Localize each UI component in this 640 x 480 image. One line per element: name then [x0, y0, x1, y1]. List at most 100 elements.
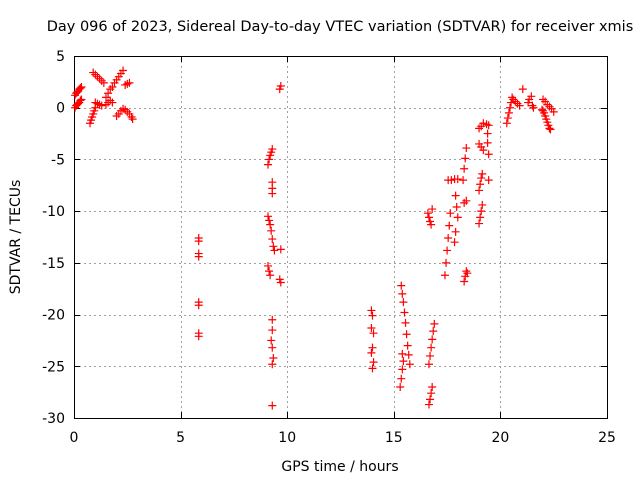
data-point	[475, 219, 484, 228]
data-point	[99, 78, 108, 87]
data-point	[104, 89, 113, 98]
y-tick-label: 5	[56, 49, 65, 65]
data-point	[405, 360, 414, 369]
data-point	[276, 278, 285, 287]
data-point	[121, 105, 130, 114]
data-point	[475, 186, 484, 195]
data-point	[108, 98, 117, 107]
data-point	[430, 319, 439, 328]
data-point	[428, 382, 437, 391]
data-point	[462, 144, 471, 153]
x-tick-label: 15	[385, 430, 403, 446]
data-point	[549, 107, 558, 116]
data-point	[369, 329, 378, 338]
data-point	[266, 220, 275, 229]
data-point	[398, 349, 407, 358]
data-point	[276, 245, 285, 254]
data-point	[397, 281, 406, 290]
data-point	[264, 160, 273, 169]
x-tick-label: 5	[176, 430, 185, 446]
data-point	[527, 92, 536, 101]
data-point	[397, 374, 406, 383]
x-tick-label: 20	[491, 430, 509, 446]
plot-frame	[74, 56, 608, 419]
data-point	[502, 119, 511, 128]
data-point	[77, 83, 86, 92]
data-point	[427, 343, 436, 352]
data-point	[268, 401, 277, 410]
data-point	[515, 101, 524, 110]
data-point	[453, 213, 462, 222]
data-point	[367, 348, 376, 357]
data-point	[424, 360, 433, 369]
data-point	[91, 70, 100, 79]
data-point	[503, 114, 512, 123]
data-point	[268, 326, 277, 335]
data-point	[267, 226, 276, 235]
data-point	[460, 164, 469, 173]
data-point	[95, 74, 104, 83]
data-point	[101, 93, 110, 102]
data-point	[423, 209, 432, 218]
chart-title: Day 096 of 2023, Sidereal Day-to-day VTE…	[47, 19, 634, 35]
data-point	[451, 227, 460, 236]
data-point	[484, 121, 493, 130]
data-point	[97, 101, 106, 110]
data-point	[427, 220, 436, 229]
y-tick-label: -5	[51, 152, 65, 168]
data-point	[477, 174, 486, 183]
data-point	[398, 365, 407, 374]
data-point	[368, 311, 377, 320]
y-tick-label: -25	[42, 359, 65, 375]
data-point	[194, 332, 203, 341]
grid-lines	[74, 56, 607, 418]
data-point	[429, 327, 438, 336]
data-point	[194, 301, 203, 310]
data-point	[265, 216, 274, 225]
data-point	[194, 252, 203, 261]
data-point	[268, 145, 277, 154]
data-point	[443, 246, 452, 255]
data-point	[460, 277, 469, 286]
data-point	[396, 382, 405, 391]
y-tick-label: -20	[42, 308, 65, 324]
data-point	[476, 213, 485, 222]
data-point	[442, 258, 451, 267]
data-point	[403, 341, 412, 350]
data-point	[539, 95, 548, 104]
x-tick-label: 10	[278, 430, 296, 446]
data-point	[518, 85, 527, 94]
data-point	[89, 68, 98, 77]
data-point	[76, 84, 85, 93]
data-point	[462, 267, 471, 276]
data-point	[428, 335, 437, 344]
data-point	[450, 238, 459, 247]
data-point	[483, 138, 492, 147]
data-point	[97, 76, 106, 85]
data-point	[401, 318, 410, 327]
data-point	[546, 125, 555, 134]
data-point	[268, 343, 277, 352]
x-tick-label: 0	[70, 430, 79, 446]
data-point	[463, 269, 472, 278]
data-point	[265, 267, 274, 276]
data-point	[268, 235, 277, 244]
data-point	[424, 400, 433, 409]
data-point	[426, 395, 435, 404]
data-point	[459, 176, 468, 185]
data-point	[446, 209, 455, 218]
data-point	[367, 324, 376, 333]
data-point	[369, 358, 378, 367]
data-point	[545, 102, 554, 111]
data-point	[267, 336, 276, 345]
data-point	[477, 207, 486, 216]
data-point	[452, 203, 461, 212]
data-point	[269, 242, 278, 251]
x-tick-label: 25	[598, 430, 616, 446]
data-point	[125, 78, 134, 87]
data-point	[478, 169, 487, 178]
y-axis-label: SDTVAR / TECUs	[8, 180, 24, 295]
data-point	[123, 79, 132, 88]
data-point	[483, 129, 492, 138]
